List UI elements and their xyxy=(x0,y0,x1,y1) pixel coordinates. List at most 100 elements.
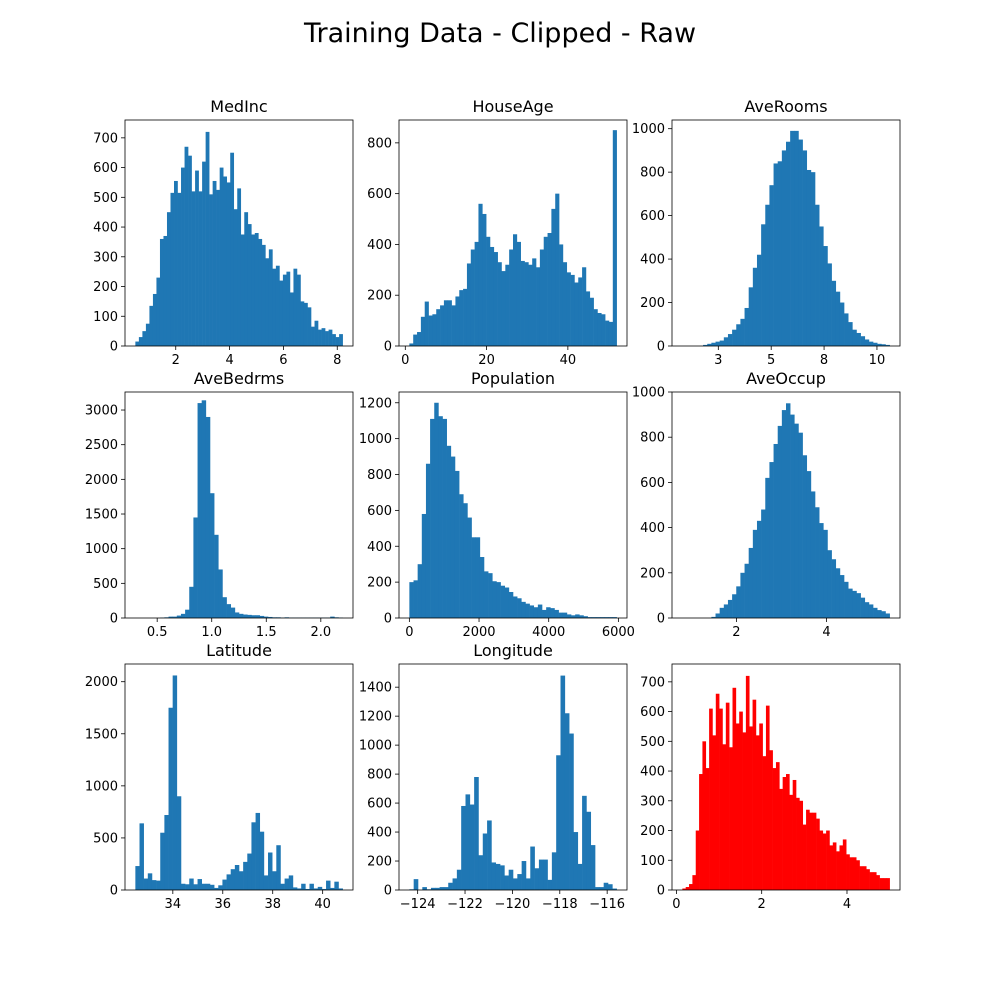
bar xyxy=(695,830,700,890)
bar xyxy=(463,503,468,618)
bar xyxy=(769,750,773,890)
axes-frame xyxy=(398,663,628,891)
y-tick-label: 200 xyxy=(640,566,665,581)
bar xyxy=(263,616,269,618)
bar xyxy=(135,341,140,346)
bar xyxy=(570,274,575,346)
bar xyxy=(205,883,211,890)
y-tick-label: 800 xyxy=(367,768,392,783)
bar xyxy=(330,887,335,890)
bar xyxy=(831,280,837,346)
bar xyxy=(230,869,236,890)
bar xyxy=(452,878,458,890)
bar xyxy=(539,249,545,346)
bar xyxy=(823,529,828,618)
bar xyxy=(872,872,877,890)
bar xyxy=(796,797,800,890)
bar xyxy=(159,238,164,346)
axes-frame xyxy=(398,391,628,619)
bar xyxy=(595,887,600,890)
bar xyxy=(536,267,541,346)
bar xyxy=(311,326,315,346)
bar xyxy=(268,616,273,618)
bar xyxy=(459,290,464,346)
x-tick-label: 5 xyxy=(767,353,775,368)
y-tick-label: 700 xyxy=(93,131,118,146)
bar xyxy=(500,585,506,618)
x-tick-label: 0 xyxy=(672,897,680,912)
axes-frame xyxy=(671,119,901,347)
y-tick-label: 400 xyxy=(367,238,392,253)
bar xyxy=(149,305,154,346)
x-tick-label: 2000 xyxy=(462,625,495,640)
bar xyxy=(471,537,476,618)
bar xyxy=(719,607,725,618)
bar xyxy=(505,264,510,346)
bar xyxy=(538,859,544,890)
x-tick-label: 10 xyxy=(869,353,886,368)
bar xyxy=(501,271,506,346)
bar xyxy=(438,416,443,618)
bar xyxy=(326,880,331,890)
bar xyxy=(321,328,326,346)
bar xyxy=(836,851,840,890)
bar xyxy=(509,249,514,346)
bar xyxy=(748,547,754,618)
bar xyxy=(422,887,427,890)
bar xyxy=(239,871,244,890)
bar xyxy=(533,607,539,618)
y-tick-label: 600 xyxy=(367,187,392,202)
y-tick-label: 1000 xyxy=(632,122,665,137)
bar xyxy=(790,414,795,618)
x-tick-label: −118 xyxy=(542,897,578,912)
y-tick-label: 0 xyxy=(110,612,118,627)
bar xyxy=(272,268,277,346)
bar xyxy=(765,204,770,346)
bar xyxy=(827,263,832,346)
bar xyxy=(547,879,553,890)
bar xyxy=(715,693,720,890)
y-tick-label: 500 xyxy=(93,577,118,592)
y-tick-label: 600 xyxy=(367,797,392,812)
bar xyxy=(455,296,460,346)
bar xyxy=(762,756,767,890)
bar xyxy=(789,794,793,890)
bar xyxy=(191,191,196,346)
bar xyxy=(579,615,584,618)
bar xyxy=(755,735,760,890)
bar xyxy=(180,883,186,890)
bar xyxy=(197,403,202,618)
bar xyxy=(339,334,343,346)
bar xyxy=(735,723,740,890)
bar xyxy=(413,334,418,346)
bar xyxy=(280,883,285,890)
bar xyxy=(474,777,479,890)
bar xyxy=(765,705,770,890)
bar xyxy=(454,470,460,618)
bar xyxy=(715,341,720,346)
bar xyxy=(790,130,795,346)
y-tick-label: 2000 xyxy=(85,473,118,488)
bar xyxy=(469,804,475,890)
x-tick-label: 4 xyxy=(822,625,830,640)
bar xyxy=(493,252,498,346)
y-tick-label: 0 xyxy=(657,340,665,355)
bar xyxy=(164,815,169,890)
bar xyxy=(330,616,335,618)
bar xyxy=(517,874,522,890)
bar xyxy=(492,581,497,618)
bar xyxy=(786,403,791,618)
y-tick-label: 0 xyxy=(384,340,392,355)
y-tick-label: 100 xyxy=(640,854,665,869)
bar xyxy=(810,172,816,346)
x-tick-label: 2 xyxy=(172,353,180,368)
x-tick-label: −124 xyxy=(400,897,436,912)
bar xyxy=(218,885,223,890)
bar xyxy=(421,513,427,618)
bar xyxy=(819,226,824,346)
bar xyxy=(254,233,259,346)
bar xyxy=(856,860,860,890)
bar xyxy=(597,312,602,346)
bar xyxy=(848,322,853,346)
bar xyxy=(809,812,814,890)
